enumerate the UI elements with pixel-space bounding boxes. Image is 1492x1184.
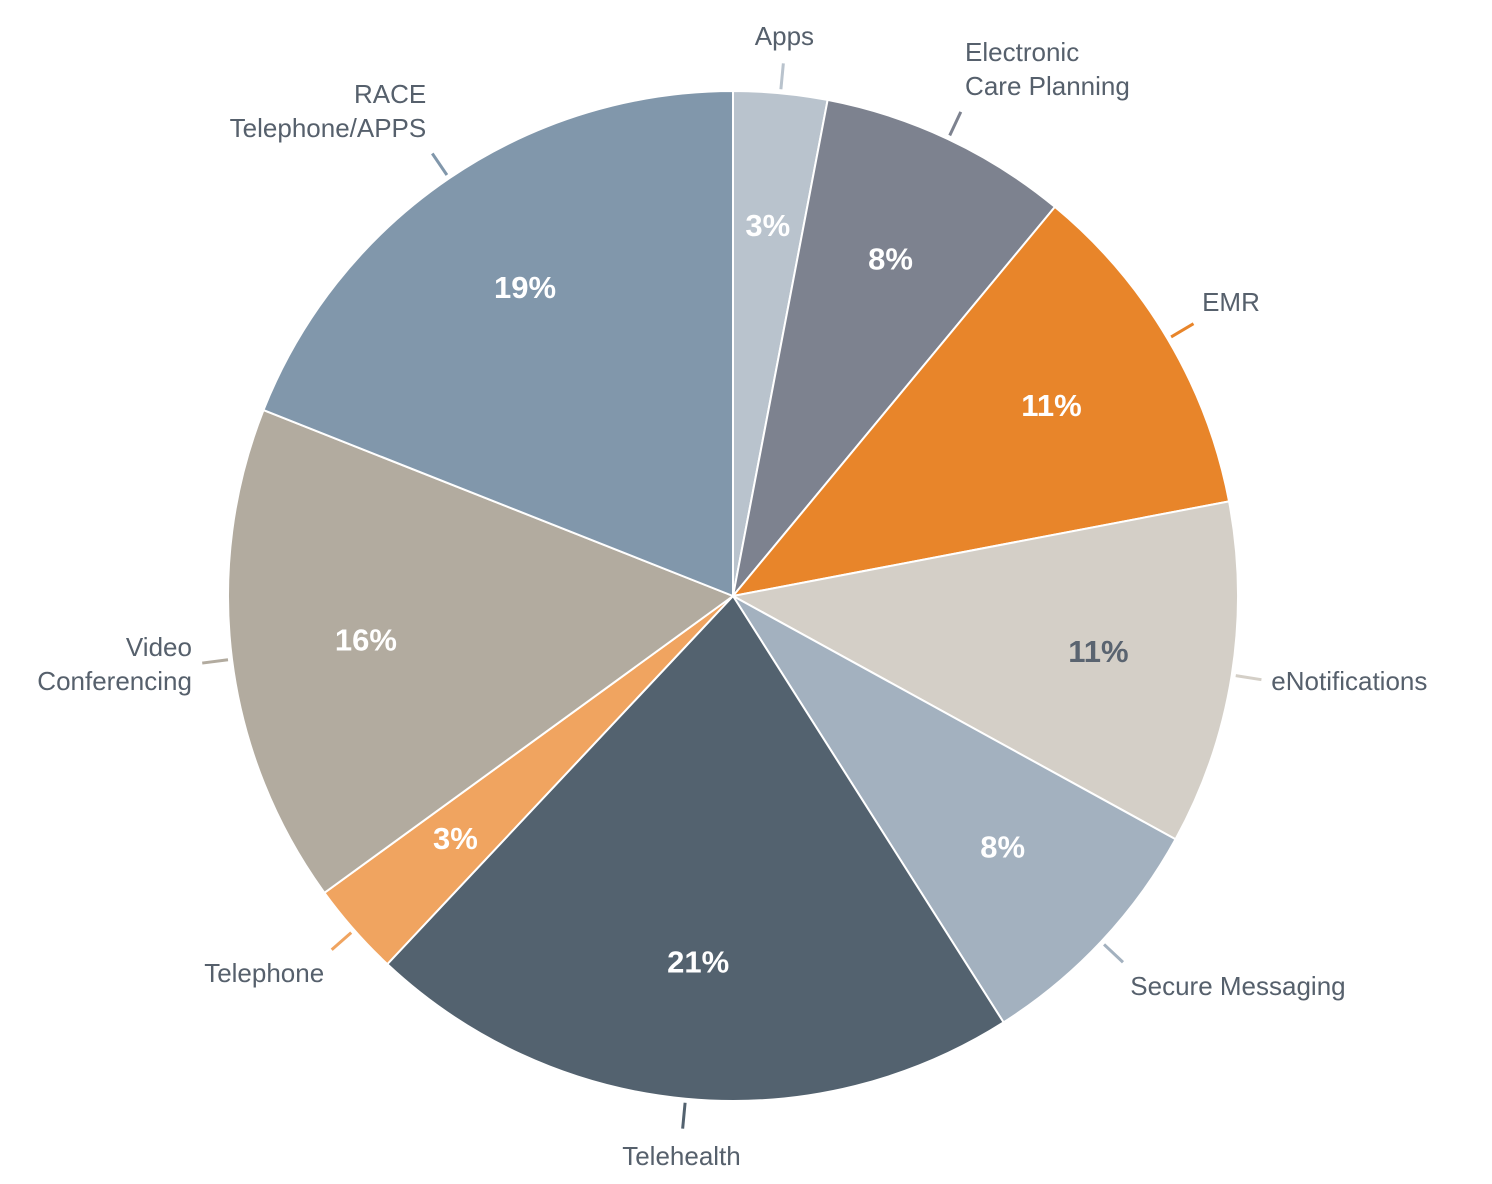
value-label: 21% — [667, 945, 729, 980]
leader-line — [1235, 674, 1262, 682]
leader-line — [1103, 943, 1125, 964]
category-label: eNotifications — [1271, 666, 1428, 697]
category-label: Video Conferencing — [37, 632, 192, 697]
pie-slice — [732, 98, 1057, 597]
pie-slice — [732, 595, 1177, 1024]
category-label: Telephone — [204, 958, 325, 989]
category-label: Electronic Care Planning — [965, 36, 1130, 101]
leader-line — [431, 152, 449, 176]
value-label: 8% — [980, 829, 1025, 864]
value-label: 16% — [335, 623, 397, 658]
value-label: 11% — [1021, 388, 1081, 423]
pie-slice — [262, 89, 734, 598]
pie-slice — [730, 205, 1231, 598]
category-label: Secure Messaging — [1130, 971, 1346, 1002]
leader-line — [779, 63, 785, 90]
leader-line — [948, 111, 963, 137]
pie-slice — [730, 500, 1239, 841]
category-label: Apps — [754, 21, 815, 52]
leader-line — [1170, 322, 1195, 339]
category-label: Telehealth — [622, 1140, 741, 1171]
leader-line — [202, 658, 229, 665]
category-label: RACE Telephone/APPS — [229, 79, 427, 144]
value-label: 19% — [494, 270, 556, 305]
value-label: 11% — [1068, 634, 1128, 669]
leader-line — [330, 931, 353, 951]
value-label: 3% — [433, 821, 478, 856]
category-label: EMR — [1202, 286, 1260, 317]
value-label: 8% — [868, 241, 913, 276]
value-label: 3% — [745, 208, 790, 243]
leader-line — [681, 1102, 687, 1129]
pie-slice — [385, 594, 1005, 1102]
pie-slice — [227, 408, 736, 895]
